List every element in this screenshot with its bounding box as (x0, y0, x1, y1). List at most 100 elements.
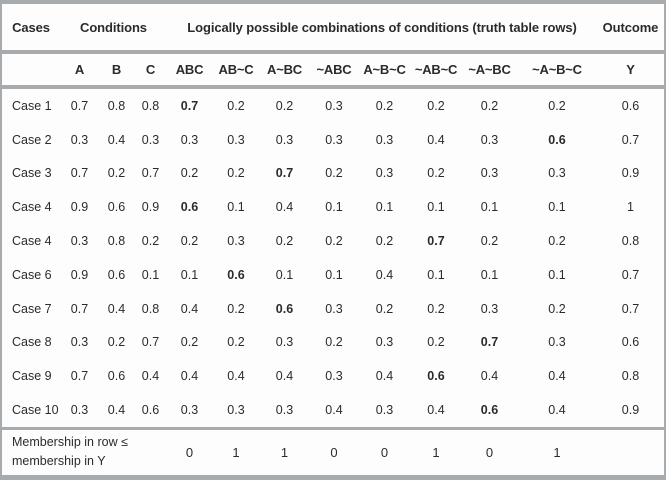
table-row: Case 4 0.3 0.8 0.2 0.2 0.3 0.2 0.2 0.2 0.7 0.2 0.2 0… (2, 224, 664, 258)
cell-value: 0.1 (548, 267, 566, 282)
table-row: Case 10 0.3 0.4 0.6 0.3 0.3 0.3 0.4 0.3 0.4 0.6 0.4… (2, 393, 664, 427)
cell-value: 0.6 (548, 132, 566, 147)
footer-value: 1 (280, 444, 289, 460)
cell-value: 0.3 (275, 403, 294, 418)
cell-value: 0.4 (427, 132, 445, 147)
cell-value: 0.9 (70, 200, 89, 215)
cell-value: 0.3 (480, 301, 499, 316)
cell-value: 0.4 (180, 301, 199, 316)
cell-value: 0.2 (227, 98, 245, 113)
cell-value: 0.7 (621, 301, 640, 316)
cell-value: 0.1 (275, 267, 294, 282)
cell-value: 0.3 (480, 132, 499, 147)
cell-value: 0.6 (180, 200, 199, 215)
case-label: Case 4 (12, 200, 52, 215)
cell-value: 0.8 (621, 234, 640, 249)
footer-value: 0 (485, 444, 494, 460)
cell-value: 0.1 (548, 200, 566, 215)
footer-label-line1: Membership in row ≤ (12, 435, 128, 450)
cell-value: 0.4 (427, 403, 445, 418)
header-group-conditions: Conditions (80, 19, 147, 35)
cell-value: 0.2 (227, 335, 245, 350)
cell-value: 0.6 (107, 200, 126, 215)
cell-value: 0.2 (107, 335, 126, 350)
table-row: Case 8 0.3 0.2 0.7 0.2 0.2 0.3 0.2 0.3 0.2 0.7 0.3 0… (2, 326, 664, 360)
cell-value: 0.2 (375, 234, 394, 249)
cell-value: 0.7 (427, 234, 445, 249)
cell-value: 0.7 (621, 267, 640, 282)
column-header-anbc: A~BC (267, 62, 302, 77)
cell-value: 0.4 (107, 403, 126, 418)
cell-value: 0.2 (227, 301, 245, 316)
subheader-rule (2, 85, 664, 89)
cell-value: 0.8 (621, 369, 640, 384)
cell-value: 0.4 (548, 369, 566, 384)
cell-value: 0.1 (325, 200, 343, 215)
cell-value: 0.4 (141, 369, 160, 384)
bottom-rule (2, 474, 664, 480)
case-label: Case 6 (12, 267, 52, 282)
cell-value: 0.3 (325, 369, 343, 384)
cell-value: 0.2 (548, 98, 566, 113)
cell-value: 0.4 (275, 200, 294, 215)
cell-value: 0.3 (227, 132, 245, 147)
cell-value: 0.6 (621, 98, 640, 113)
table-row: Case 4 0.9 0.6 0.9 0.6 0.1 0.4 0.1 0.1 0.1 0.1 0.1 1 (2, 190, 664, 224)
cell-value: 0.8 (107, 98, 126, 113)
table-header-groups: Cases Conditions Logically possible comb… (2, 4, 664, 50)
cell-value: 0.6 (480, 403, 499, 418)
cell-value: 0.2 (480, 98, 499, 113)
header-rule (2, 50, 664, 54)
cell-value: 0.9 (621, 166, 640, 181)
footer-value: 0 (380, 444, 389, 460)
cell-value: 0.2 (180, 166, 199, 181)
cell-value: 0.8 (141, 98, 160, 113)
cell-value: 0.3 (375, 166, 394, 181)
cell-value: 0.2 (180, 234, 199, 249)
cell-value: 0.3 (375, 132, 394, 147)
cell-value: 0.2 (427, 301, 445, 316)
cell-value: 0.3 (548, 335, 566, 350)
cell-value: 0.2 (480, 234, 499, 249)
cell-value: 0.3 (325, 132, 343, 147)
cell-value: 0.7 (275, 166, 294, 181)
cell-value: 0.6 (621, 335, 640, 350)
table-row: Case 1 0.7 0.8 0.8 0.7 0.2 0.2 0.3 0.2 0.2 0.2 0.2 0… (2, 89, 664, 123)
cell-value: 0.2 (427, 166, 445, 181)
cell-value: 1 (627, 200, 634, 215)
cell-value: 0.3 (227, 403, 245, 418)
header-group-outcome: Outcome (602, 19, 659, 35)
column-header-abnc: AB~C (218, 62, 254, 77)
cell-value: 0.2 (275, 98, 294, 113)
table-body: Case 1 0.7 0.8 0.8 0.7 0.2 0.2 0.3 0.2 0.2 0.2 0.2 0… (2, 89, 664, 427)
column-header-abc: ABC (175, 62, 204, 77)
cell-value: 0.7 (70, 301, 89, 316)
cell-value: 0.6 (427, 369, 445, 384)
column-header-nabc: ~ABC (316, 62, 352, 77)
cell-value: 0.2 (227, 166, 245, 181)
cell-value: 0.3 (275, 132, 294, 147)
cell-value: 0.2 (325, 166, 343, 181)
column-header-b: B (111, 62, 122, 77)
table-row: Case 3 0.7 0.2 0.7 0.2 0.2 0.7 0.2 0.3 0.2 0.3 0.3 0… (2, 157, 664, 191)
column-header-c: C (145, 62, 156, 77)
table-row: Case 9 0.7 0.6 0.4 0.4 0.4 0.4 0.3 0.4 0.6 0.4 0.4 0… (2, 359, 664, 393)
cell-value: 0.1 (141, 267, 160, 282)
cell-value: 0.4 (325, 403, 343, 418)
cell-value: 0.1 (180, 267, 199, 282)
cell-value: 0.2 (375, 301, 394, 316)
cell-value: 0.3 (70, 132, 89, 147)
cell-value: 0.3 (375, 403, 394, 418)
cell-value: 0.4 (107, 301, 126, 316)
case-label: Case 9 (12, 369, 52, 384)
cell-value: 0.3 (325, 98, 343, 113)
case-label: Case 1 (12, 98, 52, 113)
cell-value: 0.9 (621, 403, 640, 418)
cell-value: 0.6 (107, 369, 126, 384)
cell-value: 0.6 (141, 403, 160, 418)
cell-value: 0.7 (70, 166, 89, 181)
cell-value: 0.7 (180, 98, 199, 113)
cell-value: 0.2 (275, 234, 294, 249)
cell-value: 0.3 (70, 335, 89, 350)
